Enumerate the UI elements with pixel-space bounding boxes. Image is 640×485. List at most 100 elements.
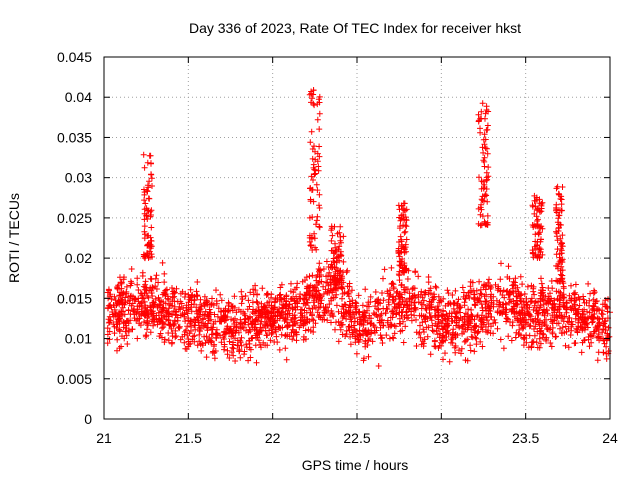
data-point: [347, 333, 354, 340]
data-point: [271, 317, 278, 324]
data-point: [603, 343, 610, 350]
data-point: [402, 228, 409, 235]
data-point: [145, 294, 152, 301]
data-point: [131, 311, 138, 318]
data-point: [480, 284, 487, 291]
data-point: [532, 298, 539, 305]
data-point: [412, 268, 419, 275]
data-point: [431, 293, 438, 300]
data-point: [402, 207, 409, 214]
data-point: [144, 326, 150, 333]
data-point: [391, 322, 398, 329]
data-point: [339, 295, 345, 302]
data-point: [142, 200, 149, 207]
data-point: [492, 319, 499, 326]
data-point: [332, 294, 339, 301]
data-point: [554, 246, 561, 253]
data-point: [476, 278, 483, 285]
data-point: [339, 303, 346, 310]
data-point: [316, 223, 323, 230]
data-point: [148, 309, 155, 315]
data-point: [480, 136, 487, 143]
data-point: [120, 289, 127, 296]
data-point: [431, 343, 438, 350]
data-point: [474, 329, 481, 336]
data-point: [448, 336, 455, 343]
data-point: [310, 324, 317, 331]
data-point: [396, 300, 403, 307]
data-point: [143, 287, 150, 294]
data-point: [323, 258, 330, 265]
data-point: [581, 337, 587, 344]
data-point: [580, 296, 587, 303]
data-point: [549, 324, 556, 331]
data-point: [344, 290, 351, 297]
data-point: [594, 306, 601, 312]
data-point: [139, 269, 146, 276]
data-point: [449, 334, 456, 341]
data-point: [557, 325, 563, 332]
data-point: [383, 332, 390, 339]
data-point: [498, 260, 504, 267]
data-point: [435, 306, 442, 313]
data-point: [529, 203, 536, 210]
data-point: [391, 330, 398, 337]
data-point: [147, 241, 154, 248]
data-point: [163, 286, 170, 293]
data-point: [486, 276, 492, 283]
data-point: [425, 274, 432, 280]
data-point: [490, 330, 497, 337]
data-point: [396, 225, 403, 232]
data-point: [377, 300, 384, 307]
data-point: [301, 292, 308, 298]
data-point: [205, 313, 212, 320]
data-point: [290, 333, 297, 339]
data-point: [521, 291, 528, 297]
data-point: [416, 329, 423, 336]
data-point: [540, 331, 547, 338]
data-point: [478, 201, 485, 208]
data-point: [484, 150, 491, 157]
data-point: [389, 314, 396, 321]
data-point: [539, 309, 546, 316]
data-point: [462, 337, 469, 344]
data-point: [252, 342, 259, 349]
data-point: [330, 255, 337, 262]
data-point: [524, 283, 531, 290]
data-point: [556, 301, 563, 308]
data-point: [298, 310, 305, 317]
data-point: [113, 325, 120, 331]
data-point: [512, 275, 519, 282]
data-point: [526, 304, 533, 311]
data-point: [543, 325, 550, 332]
data-point: [148, 175, 155, 182]
data-point: [203, 354, 210, 361]
data-point: [238, 288, 245, 295]
data-point: [427, 301, 434, 308]
data-point: [320, 291, 327, 297]
data-point: [306, 305, 312, 312]
data-point: [169, 290, 176, 297]
data-point: [107, 291, 114, 298]
data-point: [346, 293, 352, 300]
data-point: [400, 264, 407, 271]
data-point: [148, 160, 154, 167]
data-point: [532, 238, 539, 245]
data-point: [446, 358, 453, 365]
y-tick-label: 0.02: [65, 250, 92, 266]
data-point: [147, 329, 154, 336]
data-point: [395, 250, 402, 257]
data-point: [267, 337, 274, 344]
data-point: [468, 287, 475, 294]
data-point: [191, 296, 198, 303]
data-point: [109, 311, 116, 318]
data-point: [400, 222, 407, 229]
data-point: [165, 316, 172, 323]
data-point: [380, 297, 387, 304]
x-tick-label: 24: [602, 430, 618, 446]
data-point: [423, 314, 429, 321]
data-point: [317, 300, 324, 307]
data-point: [104, 325, 111, 332]
data-point: [330, 286, 337, 293]
data-point: [534, 328, 541, 335]
